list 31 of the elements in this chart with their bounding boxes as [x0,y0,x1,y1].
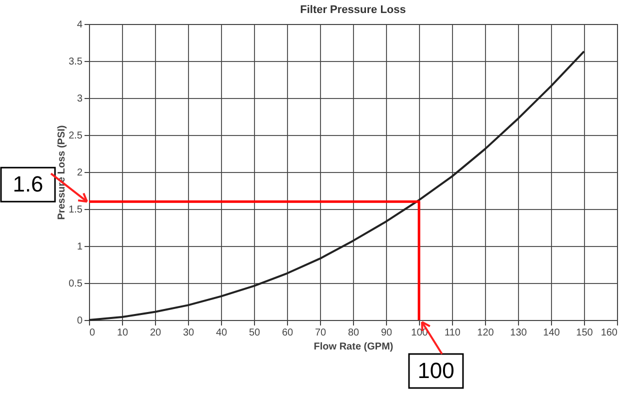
x-tick-label: 20 [150,328,162,338]
x-axis-title: Flow Rate (GPM) [314,342,394,352]
y-tick-label: 0 [76,316,83,326]
line-series [88,50,585,321]
annotation: 1.6 [12,172,44,197]
x-tick-label: 70 [314,328,326,338]
y-tick-label: 2.5 [68,130,83,142]
x-tick-label: 10 [116,328,128,338]
x-tick-label: 40 [216,328,228,338]
y-tick-label: 2 [76,168,83,178]
y-axis-title: Pressure Loss (PSI) [56,125,68,220]
chart-title: Filter Pressure Loss [300,4,406,16]
x-tick-label: 120 [477,328,494,338]
y-tick-label: 3.5 [68,56,83,68]
y-tick-label: 3 [76,94,83,104]
y-tick-label: 4 [76,20,83,30]
x-tick-label: 60 [282,328,294,338]
annotation: 100 [418,358,454,383]
x-tick-label: 0 [90,328,96,338]
x-tick-label: 160 [600,328,618,338]
x-tick-label: 90 [380,328,392,338]
x-tick-label: 50 [248,328,260,338]
x-tick-label: 150 [576,328,594,338]
x-tick-label: 80 [348,328,360,338]
x-tick-label: 140 [543,328,560,338]
y-tick-label: 1 [76,242,83,252]
x-tick-label: 110 [444,328,461,338]
x-tick-label: 130 [510,328,528,338]
y-tick-label: 0.5 [68,278,83,290]
y-tick-label: 1.5 [68,204,83,216]
x-tick-label: 30 [182,328,194,338]
